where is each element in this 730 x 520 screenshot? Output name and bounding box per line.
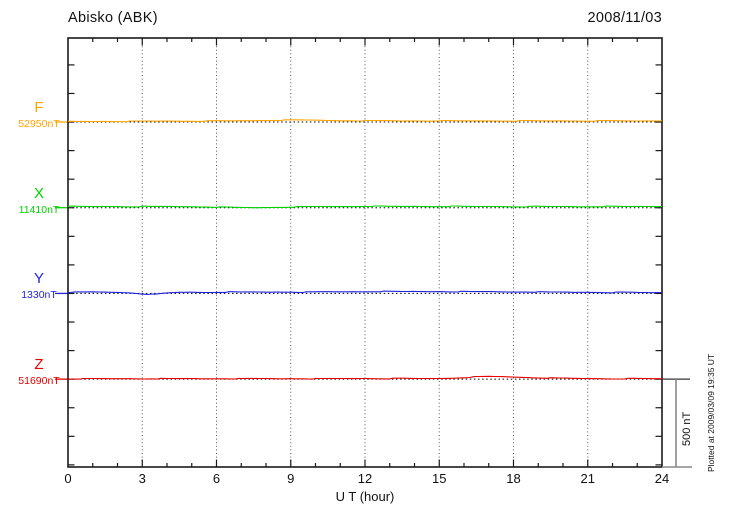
x-tick-label-18: 18	[506, 471, 521, 486]
x-axis-label: U T (hour)	[335, 489, 395, 504]
series-label-F: F 52950nT	[6, 100, 72, 130]
x-tick-label-9: 9	[287, 471, 295, 486]
plot-date: 2008/11/03	[587, 10, 662, 26]
trace-Z	[68, 375, 663, 380]
series-baseline-value-F: 52950nT	[18, 118, 60, 130]
x-tick-label-15: 15	[432, 471, 447, 486]
plotted-at-note: Plotted at 2009/03/09 19:35 UT	[706, 353, 716, 472]
series-label-X: X 11410nT	[6, 186, 72, 216]
scale-bar-label: 500 nT	[681, 411, 693, 446]
series-baseline-value-X: 11410nT	[18, 203, 60, 216]
trace-X	[68, 205, 663, 209]
series-baseline-value-Y: 1330nT	[21, 289, 57, 302]
x-tick-label-6: 6	[212, 471, 221, 486]
series-letter-Z: Z	[34, 356, 44, 374]
trace-F	[68, 119, 663, 123]
series-label-Z: Z 51690nT	[6, 357, 72, 387]
series-baseline-value-Z: 51690nT	[18, 375, 60, 388]
x-tick-label-3: 3	[138, 471, 146, 486]
series-letter-X: X	[33, 184, 44, 202]
x-tick-label-21: 21	[580, 471, 595, 486]
series-letter-Y: Y	[33, 270, 44, 288]
series-letter-F: F	[34, 99, 44, 116]
x-tick-label-12: 12	[357, 471, 373, 486]
x-tick-label-0: 0	[64, 471, 72, 486]
station-title: Abisko (ABK)	[68, 10, 158, 26]
series-label-Y: Y 1330nT	[6, 271, 72, 301]
x-tick-label-24: 24	[654, 471, 670, 486]
trace-Y	[68, 290, 663, 296]
